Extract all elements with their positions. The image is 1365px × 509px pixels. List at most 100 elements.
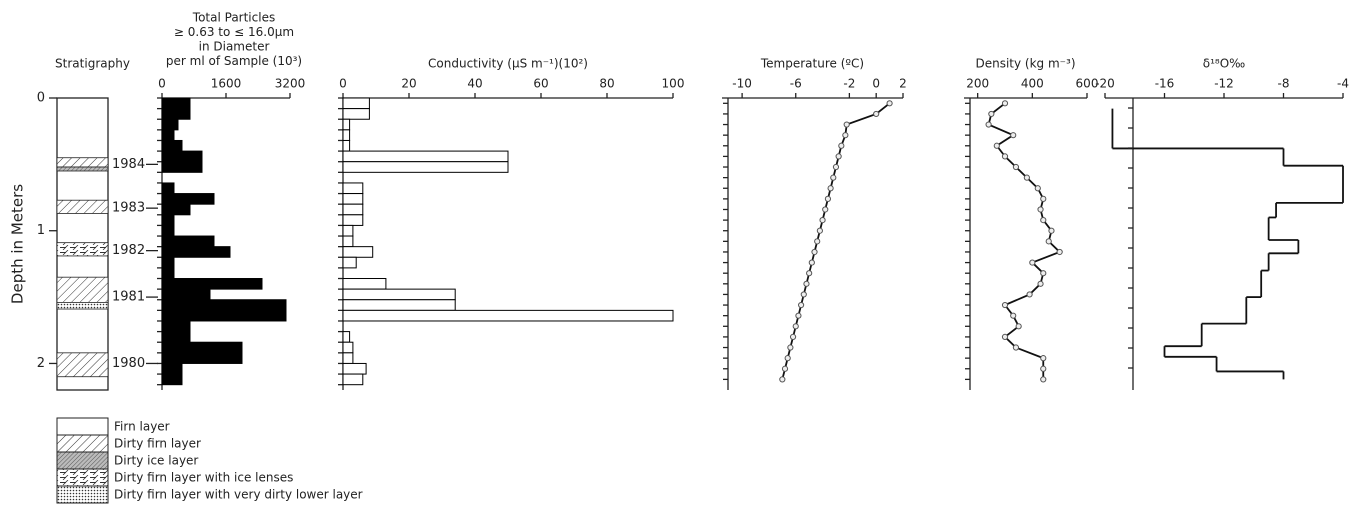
x-tick-label: -6 bbox=[790, 77, 802, 91]
profile-point bbox=[1045, 238, 1052, 245]
bar bbox=[342, 182, 364, 195]
bar bbox=[342, 352, 354, 364]
profile-point bbox=[814, 238, 821, 245]
profile-point bbox=[795, 312, 802, 319]
bar bbox=[161, 246, 231, 258]
x-tick-label: 0 bbox=[158, 77, 166, 91]
profile-point bbox=[843, 121, 850, 128]
bar bbox=[161, 182, 175, 195]
strat-layer bbox=[56, 352, 109, 378]
panel-title: Conductivity (µS m⁻¹)(10²) bbox=[428, 57, 588, 71]
bar bbox=[342, 203, 364, 216]
bar bbox=[161, 235, 215, 248]
profile-point bbox=[806, 270, 813, 277]
x-tick-label: -10 bbox=[732, 77, 752, 91]
bar bbox=[342, 224, 354, 237]
panel-title: Stratigraphy bbox=[55, 57, 130, 71]
bar bbox=[342, 139, 351, 152]
x-tick-label: 100 bbox=[662, 77, 685, 91]
profile-point bbox=[1037, 206, 1044, 213]
x-tick-label: 400 bbox=[1021, 77, 1044, 91]
bar bbox=[342, 288, 456, 301]
y-axis-label: Depth in Meters bbox=[9, 184, 27, 304]
profile-point bbox=[808, 259, 815, 266]
x-tick-label: 0 bbox=[872, 77, 880, 91]
x-tick-label: 200 bbox=[966, 77, 989, 91]
x-tick-label: -16 bbox=[1155, 77, 1175, 91]
profile-point bbox=[1015, 323, 1022, 330]
bar bbox=[161, 331, 191, 343]
bar bbox=[342, 129, 351, 141]
strat-layer bbox=[56, 157, 109, 168]
profile-point bbox=[1040, 376, 1047, 383]
year-label: 1982 bbox=[112, 243, 145, 258]
profile-point bbox=[1001, 333, 1009, 341]
legend-label: Dirty firn layer bbox=[114, 437, 201, 451]
strat-layer bbox=[56, 199, 109, 214]
bar bbox=[342, 193, 364, 205]
profile-point bbox=[1040, 217, 1047, 224]
bar bbox=[342, 309, 674, 322]
x-tick-label: -8 bbox=[1278, 77, 1290, 91]
profile-point bbox=[988, 110, 995, 118]
profile-point bbox=[1040, 355, 1047, 362]
bar bbox=[161, 288, 211, 301]
x-tick-label: 20 bbox=[401, 77, 416, 91]
bar bbox=[161, 362, 183, 375]
bar bbox=[161, 320, 191, 333]
bar bbox=[342, 97, 370, 110]
legend-label: Dirty firn layer with ice lenses bbox=[114, 471, 293, 485]
profile-point bbox=[1001, 153, 1009, 160]
profile-point bbox=[1001, 100, 1009, 107]
profile-point bbox=[779, 376, 786, 383]
panel-title: δ¹⁸O‰ bbox=[1203, 57, 1246, 71]
profile-point bbox=[787, 344, 794, 351]
strat-layer bbox=[56, 276, 109, 303]
profile-point bbox=[816, 227, 823, 234]
legend-swatch bbox=[56, 417, 109, 436]
profile-point bbox=[822, 206, 829, 213]
profile-point bbox=[1012, 163, 1020, 171]
bar bbox=[342, 341, 354, 354]
year-label: 1980 bbox=[112, 356, 145, 371]
bar bbox=[161, 309, 287, 322]
bar bbox=[161, 139, 183, 152]
bar bbox=[161, 97, 191, 110]
legend-label: Firn layer bbox=[114, 420, 170, 434]
bar bbox=[161, 224, 175, 237]
legend-swatch bbox=[56, 485, 109, 504]
profile-point bbox=[792, 323, 799, 330]
y-tick-label: 1 bbox=[37, 223, 45, 238]
legend-swatch bbox=[56, 451, 109, 470]
profile-point bbox=[1023, 174, 1030, 181]
bar bbox=[161, 214, 175, 226]
profile-point bbox=[1010, 312, 1017, 319]
bar bbox=[161, 129, 175, 141]
year-label: 1983 bbox=[112, 201, 145, 216]
profile-point bbox=[803, 280, 810, 287]
bar bbox=[342, 246, 374, 258]
panel-title: per ml of Sample (10³) bbox=[166, 54, 302, 68]
bar bbox=[342, 362, 367, 375]
profile-point bbox=[1010, 132, 1017, 139]
profile-point bbox=[873, 110, 880, 118]
strat-layer bbox=[56, 301, 109, 310]
x-tick-label: 0 bbox=[339, 77, 347, 91]
profile-point bbox=[800, 291, 807, 298]
bar bbox=[161, 373, 183, 386]
panel-title: ≥ 0.63 to ≤ 16.0µm bbox=[174, 25, 294, 39]
profile-point bbox=[1029, 259, 1036, 266]
profile-line bbox=[781, 102, 891, 380]
bar bbox=[161, 299, 287, 311]
x-tick-label: 2 bbox=[899, 77, 907, 91]
x-tick-label: 60 bbox=[533, 77, 548, 91]
x-tick-label: -2 bbox=[843, 77, 855, 91]
profile-point bbox=[811, 248, 818, 256]
profile-point bbox=[1001, 301, 1009, 309]
bar bbox=[342, 235, 354, 248]
bar bbox=[161, 278, 263, 290]
panel-title: Temperature (ºC) bbox=[760, 57, 864, 71]
profile-point bbox=[789, 333, 797, 341]
profile-point bbox=[886, 100, 893, 107]
